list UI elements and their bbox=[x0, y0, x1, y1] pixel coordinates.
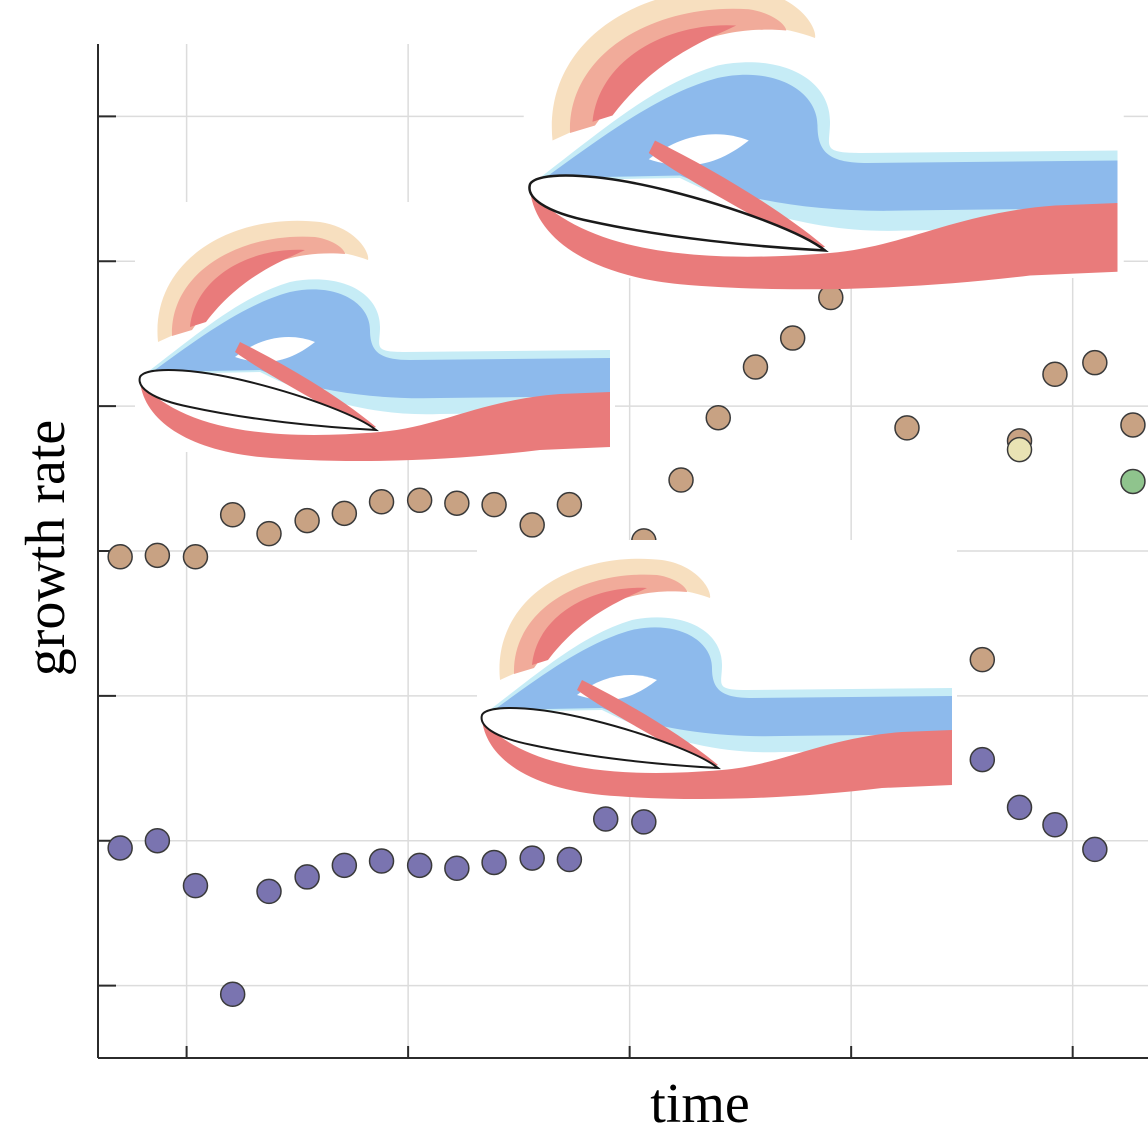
data-point-series-0 bbox=[256, 520, 282, 547]
data-point-series-1 bbox=[406, 852, 433, 879]
data-point-series-0 bbox=[219, 502, 246, 528]
upper-vortex-outer bbox=[499, 558, 711, 680]
red-shear-layer bbox=[482, 720, 952, 800]
upper-vortex-core bbox=[592, 25, 737, 122]
data-point-series-1 bbox=[1082, 836, 1108, 863]
upper-vortex-outer bbox=[157, 220, 369, 342]
data-point-series-0 bbox=[182, 544, 209, 570]
data-point-series-3 bbox=[1120, 468, 1146, 495]
data-point-series-2 bbox=[1006, 436, 1033, 463]
upper-vortex-core bbox=[190, 249, 305, 327]
data-point-series-1 bbox=[107, 835, 133, 861]
x-axis-label: time bbox=[650, 1073, 750, 1135]
data-point-series-0 bbox=[331, 500, 358, 527]
upper-vortex-mid bbox=[569, 8, 787, 133]
airfoil bbox=[528, 174, 829, 252]
data-point-series-1 bbox=[481, 849, 507, 876]
data-point-series-1 bbox=[444, 855, 470, 881]
data-point-series-0 bbox=[779, 325, 806, 351]
data-point-series-0 bbox=[144, 542, 171, 569]
data-point-series-1 bbox=[631, 809, 657, 835]
airfoil bbox=[138, 369, 380, 432]
data-point-series-0 bbox=[894, 415, 920, 441]
data-point-series-1 bbox=[294, 864, 320, 890]
flow-inset-2 bbox=[523, 0, 1124, 290]
data-point-series-0 bbox=[1082, 349, 1108, 376]
data-point-series-1 bbox=[556, 846, 583, 873]
data-point-series-0 bbox=[368, 488, 395, 515]
data-point-series-0 bbox=[444, 490, 470, 516]
data-point-series-1 bbox=[368, 848, 395, 874]
red-shear-layer bbox=[140, 382, 610, 462]
upper-vortex-outer bbox=[551, 0, 816, 141]
secondary-red-layer bbox=[235, 342, 376, 430]
data-point-series-0 bbox=[969, 646, 996, 673]
data-point-series-1 bbox=[256, 878, 282, 905]
data-point-series-1 bbox=[592, 806, 619, 832]
data-point-series-1 bbox=[969, 746, 996, 773]
data-point-series-0 bbox=[519, 512, 545, 538]
secondary-red-layer bbox=[648, 140, 825, 251]
data-point-series-0 bbox=[1042, 361, 1068, 388]
flow-inset-0 bbox=[135, 202, 615, 462]
y-axis-label: growth rate bbox=[15, 420, 77, 677]
airfoil bbox=[480, 707, 722, 770]
data-point-series-1 bbox=[1006, 794, 1033, 821]
data-point-series-0 bbox=[668, 467, 694, 493]
data-point-series-1 bbox=[1042, 812, 1068, 838]
upper-vortex-mid bbox=[513, 574, 687, 674]
data-point-series-1 bbox=[519, 845, 545, 871]
data-point-series-0 bbox=[406, 487, 433, 514]
data-point-series-0 bbox=[1120, 412, 1146, 438]
data-point-series-0 bbox=[481, 491, 507, 518]
data-point-series-1 bbox=[144, 827, 171, 854]
data-point-series-0 bbox=[742, 354, 769, 380]
red-shear-layer bbox=[530, 190, 1118, 290]
data-point-series-1 bbox=[331, 852, 358, 879]
data-point-series-0 bbox=[294, 507, 320, 534]
data-point-series-0 bbox=[556, 491, 583, 518]
flow-insets bbox=[135, 0, 1124, 800]
secondary-red-layer bbox=[577, 680, 718, 768]
upper-vortex-core bbox=[532, 587, 647, 665]
flow-inset-1 bbox=[477, 540, 957, 800]
data-point-series-1 bbox=[182, 872, 209, 899]
data-point-series-0 bbox=[705, 404, 732, 431]
data-point-series-0 bbox=[107, 544, 133, 570]
data-point-series-1 bbox=[219, 981, 246, 1008]
upper-vortex-mid bbox=[171, 236, 345, 336]
